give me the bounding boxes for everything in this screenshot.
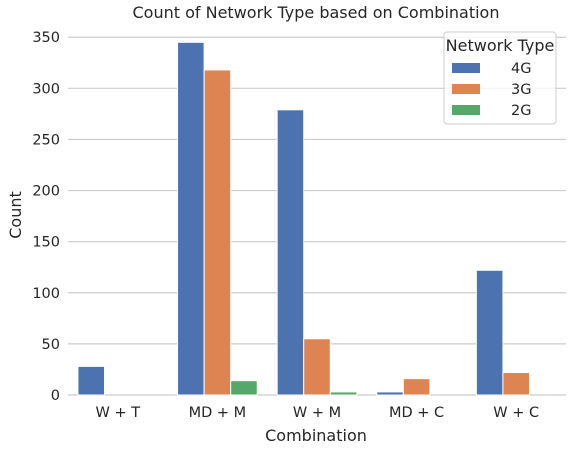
legend-label-3g: 3G [511,82,531,98]
legend-title: Network Type [446,36,555,55]
legend-label-4g: 4G [511,61,531,77]
bar-3g-1 [203,69,232,396]
y-tick-label: 100 [32,286,60,302]
bar-3g-3 [402,378,431,396]
y-tick-label: 250 [32,132,60,148]
x-tick-label: MD + M [189,405,247,421]
legend-box [443,31,557,125]
legend-swatch-3g [452,84,480,94]
x-tick-label: MD + C [389,405,444,421]
bar-4g-4 [475,269,504,396]
gridlines [68,36,566,396]
bar-4g-1 [177,41,205,396]
x-tick-label: W + M [293,405,341,421]
chart-title: Count of Network Type based on Combinati… [133,3,500,22]
y-tick-label: 50 [42,337,60,353]
y-tick-label: 150 [32,235,60,251]
legend-swatch-2g [452,105,480,115]
y-tick-label: 350 [32,30,60,46]
x-tick-label: W + C [493,405,539,421]
legend-swatch-4g [452,63,480,73]
bar-4g-2 [276,109,305,396]
bar-3g-2 [303,338,331,396]
y-tick-label: 300 [32,81,60,97]
y-axis-ticks: 0 50 100 150 200 250 300 350 [32,30,60,404]
x-tick-label: W + T [96,405,141,421]
bar-2g-1 [230,380,258,396]
bar-4g-3 [376,391,404,396]
y-tick-label: 200 [32,184,60,200]
y-axis-label: Count [6,191,25,239]
legend-label-2g: 2G [511,103,531,119]
bar-4g-0 [77,365,106,396]
legend: Network Type 4G 3G 2G [443,31,557,125]
bar-3g-4 [502,372,530,396]
x-axis-label: Combination [265,426,367,445]
x-axis-ticks: W + T MD + M W + M MD + C W + C [96,405,540,421]
bar-2g-2 [329,391,358,396]
bars [77,41,530,396]
y-tick-label: 0 [51,388,60,404]
